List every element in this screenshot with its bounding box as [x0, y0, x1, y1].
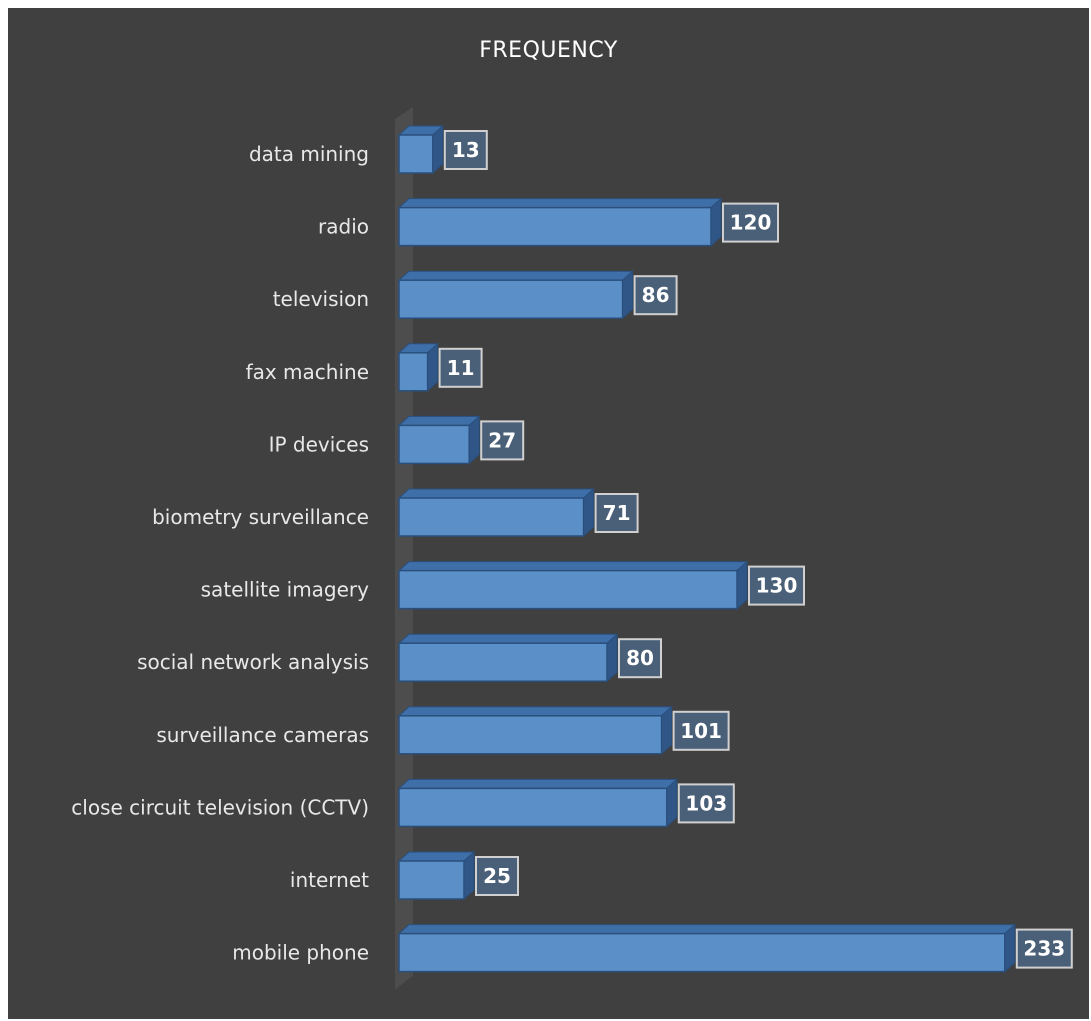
category-label-9: close circuit television (CCTV) — [71, 795, 369, 819]
category-label-2: television — [273, 287, 369, 311]
bar-4 — [398, 424, 470, 465]
value-label-4: 27 — [488, 428, 516, 452]
value-label-box-7 — [618, 638, 662, 679]
category-label-10: internet — [290, 868, 369, 892]
value-label-1: 120 — [730, 211, 772, 235]
bar-side-2 — [622, 270, 634, 320]
value-label-5: 71 — [603, 501, 631, 525]
value-label-box-0 — [443, 130, 488, 170]
value-label-box-1 — [722, 202, 779, 243]
category-label-4: IP devices — [269, 432, 369, 456]
chart-plot-area: data mining 13 radio 120 television 86 fax mac… — [71, 107, 1073, 990]
category-label-5: biometry surveillance — [152, 505, 369, 529]
value-label-3: 11 — [447, 356, 475, 380]
bar-5 — [398, 497, 585, 537]
bar-top-9 — [397, 778, 679, 789]
bar-side-6 — [736, 560, 748, 610]
bar-side-3 — [427, 342, 439, 392]
value-label-7: 80 — [626, 646, 654, 670]
bar-3 — [398, 352, 429, 392]
category-label-6: satellite imagery — [201, 578, 370, 602]
bar-side-5 — [583, 487, 595, 538]
value-label-2: 86 — [642, 283, 670, 307]
bar-10 — [398, 860, 465, 900]
bar-top-2 — [397, 270, 634, 281]
bar-top-1 — [397, 198, 723, 209]
category-label-7: social network analysis — [137, 650, 369, 674]
bar-top-11 — [397, 924, 1017, 935]
value-label-box-4 — [480, 420, 525, 461]
value-label-box-11 — [1015, 928, 1073, 969]
value-label-box-3 — [438, 347, 483, 388]
bar-side-7 — [606, 633, 618, 683]
value-label-9: 103 — [685, 791, 727, 815]
bar-top-5 — [397, 488, 595, 499]
value-label-box-6 — [748, 565, 805, 606]
bar-7 — [398, 642, 608, 682]
category-label-11: mobile phone — [232, 941, 369, 965]
value-label-box-5 — [594, 493, 639, 533]
bar-side-1 — [710, 197, 722, 247]
bar-0 — [398, 134, 434, 174]
category-label-8: surveillance cameras — [156, 723, 369, 747]
value-label-box-10 — [475, 856, 519, 896]
bar-1 — [398, 206, 712, 247]
bar-side-8 — [661, 705, 673, 755]
bar-top-8 — [397, 706, 673, 717]
bar-top-4 — [397, 415, 481, 426]
bar-11 — [398, 932, 1006, 973]
value-label-box-8 — [672, 710, 730, 751]
category-label-1: radio — [318, 215, 369, 239]
bar-top-7 — [397, 633, 619, 644]
value-label-0: 13 — [452, 138, 480, 162]
bar-side-0 — [432, 124, 444, 175]
value-label-8: 101 — [680, 719, 722, 743]
bar-2 — [398, 279, 624, 319]
bar-top-6 — [397, 561, 749, 572]
category-label-3: fax machine — [246, 360, 369, 384]
bar-top-10 — [397, 851, 476, 862]
bar-side-4 — [468, 415, 480, 465]
bar-6 — [398, 569, 738, 610]
value-label-11: 233 — [1023, 937, 1065, 961]
value-label-box-2 — [633, 275, 678, 316]
value-label-6: 130 — [756, 574, 798, 598]
axis-wall — [395, 107, 413, 990]
bar-side-9 — [666, 778, 678, 828]
bar-9 — [398, 787, 668, 828]
value-label-box-9 — [677, 783, 735, 824]
value-label-10: 25 — [483, 864, 511, 888]
chart-frame: FREQUENCY data mining 13 radio 120 televisio… — [8, 8, 1089, 1019]
bar-side-10 — [463, 850, 475, 901]
category-label-0: data mining — [249, 142, 369, 166]
bar-side-11 — [1004, 923, 1016, 973]
bar-8 — [398, 715, 663, 755]
chart-title: FREQUENCY — [479, 38, 618, 63]
